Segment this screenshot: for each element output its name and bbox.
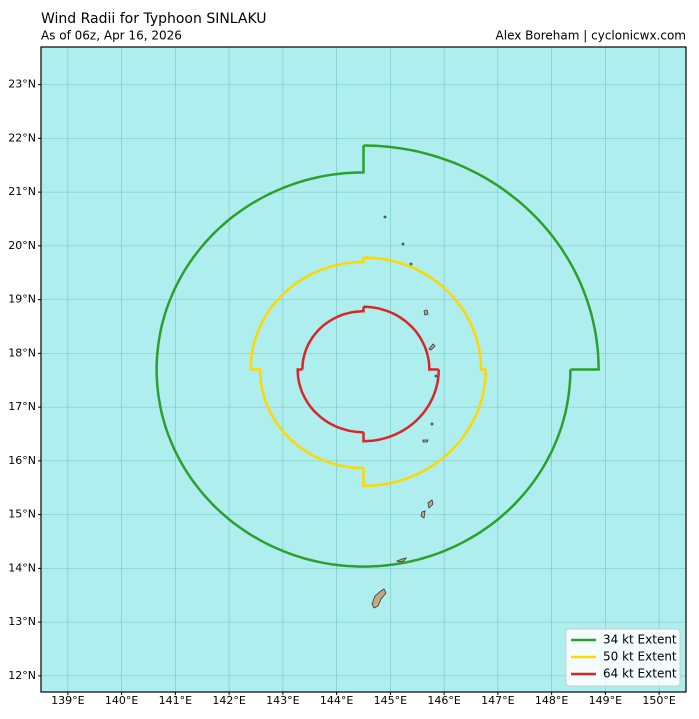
island — [434, 374, 438, 378]
island — [427, 499, 434, 509]
y-tick-label: 19°N — [8, 293, 36, 306]
island — [430, 422, 434, 426]
wind-radius-quadrant — [363, 144, 600, 371]
legend-label: 64 kt Extent — [603, 667, 677, 681]
x-tick-label: 144°E — [320, 694, 353, 707]
island — [420, 510, 426, 519]
y-tick-label: 23°N — [8, 78, 36, 91]
x-tick-label: 145°E — [374, 694, 407, 707]
wind-radius-quadrant — [363, 256, 486, 371]
y-tick-label: 16°N — [8, 454, 36, 467]
y-tick-label: 14°N — [8, 561, 36, 574]
wind-radius-quadrant — [155, 369, 364, 568]
plot-frame — [40, 46, 687, 693]
wind-radius-quadrant — [155, 145, 365, 370]
y-tick-label: 13°N — [8, 615, 36, 628]
wind-radius-quadrant — [362, 369, 487, 488]
credit: Alex Boreham | cyclonicwx.com — [496, 29, 686, 43]
x-tick-label: 147°E — [481, 694, 514, 707]
y-tick-label: 18°N — [8, 346, 36, 359]
island — [396, 557, 407, 563]
y-tick-label: 12°N — [8, 669, 36, 682]
legend-label: 34 kt Extent — [603, 633, 677, 647]
x-tick-label: 139°E — [51, 694, 84, 707]
chart-title: Wind Radii for Typhoon SINLAKU — [41, 11, 267, 27]
y-tick-label: 20°N — [8, 239, 36, 252]
wind-radius-quadrant — [249, 257, 365, 370]
y-tick-label: 17°N — [8, 400, 36, 413]
x-tick-label: 143°E — [266, 694, 299, 707]
legend-label: 50 kt Extent — [603, 650, 677, 664]
x-tick-label: 142°E — [212, 694, 245, 707]
island — [371, 588, 387, 609]
x-tick-label: 141°E — [159, 694, 192, 707]
islands — [371, 215, 438, 609]
island — [423, 309, 429, 316]
island — [383, 215, 387, 219]
x-tick-label: 146°E — [427, 694, 460, 707]
grid — [41, 47, 686, 692]
y-tick-label: 21°N — [8, 185, 36, 198]
wind-radius-quadrant — [296, 368, 364, 434]
y-tick-label: 22°N — [8, 131, 36, 144]
wind-radius-quadrant — [362, 369, 440, 443]
chart-subtitle: As of 06z, Apr 16, 2026 — [41, 29, 182, 43]
island — [401, 242, 405, 246]
island — [409, 262, 413, 266]
radii — [155, 144, 600, 568]
y-tick-label: 15°N — [8, 508, 36, 521]
legend-box — [565, 628, 681, 687]
wind-radius-quadrant — [363, 305, 439, 371]
island — [422, 439, 429, 443]
x-tick-label: 149°E — [589, 694, 622, 707]
island — [428, 343, 436, 351]
wind-radius-quadrant — [301, 306, 365, 370]
legend: 34 kt Extent 50 kt Extent 64 kt Extent — [565, 628, 681, 687]
x-tick-label: 150°E — [642, 694, 675, 707]
x-tick-label: 148°E — [535, 694, 568, 707]
x-tick-label: 140°E — [105, 694, 138, 707]
wind-radius-quadrant — [250, 368, 364, 470]
wind-radius-quadrant — [363, 369, 572, 568]
